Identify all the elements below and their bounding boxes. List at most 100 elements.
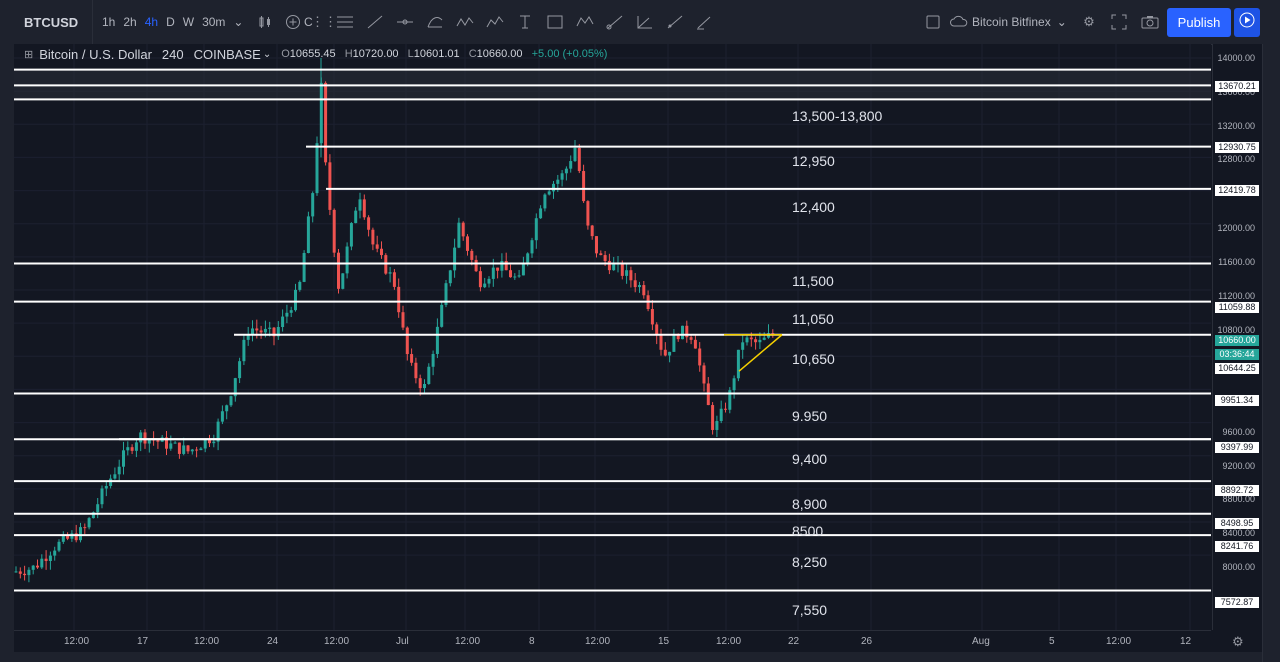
candle-body (61, 535, 65, 542)
candle-body (556, 179, 560, 184)
candle-body (521, 263, 525, 276)
price-tag: 9951.34 (1215, 395, 1259, 406)
time-tick: 5 (1049, 636, 1055, 647)
fullscreen-button[interactable] (1104, 0, 1134, 44)
interval-2h[interactable]: 2h (123, 15, 137, 29)
candle-body (749, 337, 753, 340)
chart-type-button[interactable] (250, 0, 280, 44)
measure-icon[interactable] (660, 7, 690, 37)
legend-exchange[interactable]: COINBASE (193, 46, 261, 62)
candle-body (337, 252, 340, 289)
close-key: C (468, 48, 477, 60)
time-axis[interactable]: 12:00 17 12:00 24 12:00 Jul 12:00 8 12:0… (14, 630, 1244, 653)
open-key: O (281, 48, 290, 60)
horizontal-lines-icon[interactable] (330, 7, 360, 37)
candle-body (599, 253, 603, 256)
candle-body (298, 281, 302, 290)
interval-w[interactable]: W (182, 15, 195, 29)
time-tick: 17 (137, 636, 149, 647)
path-icon[interactable] (570, 7, 600, 37)
level-label-12400[interactable]: 12,400 (792, 199, 835, 215)
candle-body (539, 208, 543, 219)
pattern-icon[interactable] (450, 7, 480, 37)
interval-4h[interactable]: 4h (144, 15, 159, 29)
candle-body (612, 263, 616, 271)
high-value: 10720.00 (352, 48, 399, 60)
candle-body (122, 450, 125, 467)
candle-body (294, 289, 297, 311)
countdown-tag: 03:36:44 (1215, 349, 1259, 360)
interval-d[interactable]: D (166, 15, 175, 29)
candle-body (543, 194, 547, 209)
chart-pane[interactable] (14, 44, 1211, 630)
candle-body (431, 353, 435, 367)
publish-label: Publish (1177, 15, 1221, 30)
snapshot-button[interactable] (1135, 0, 1165, 44)
candle-body (139, 432, 143, 443)
candle-body (367, 217, 371, 230)
toggle-panel-button[interactable] (918, 0, 948, 44)
time-tick: Jul (396, 636, 409, 647)
candle-body (401, 312, 405, 328)
candle-body (57, 541, 61, 551)
candle-body (427, 366, 431, 384)
play-button[interactable] (1234, 8, 1260, 37)
elliott-wave-icon[interactable] (480, 7, 510, 37)
candle-body (513, 276, 517, 278)
time-tick: 12:00 (194, 636, 220, 647)
candle-body (440, 304, 444, 327)
interval-30m[interactable]: 30m (202, 15, 226, 29)
brush-icon[interactable] (600, 7, 630, 37)
candle-body (220, 411, 224, 422)
candle-body (285, 312, 289, 317)
collapse-legend-icon[interactable]: ⊞ (24, 48, 34, 61)
candle-body (689, 337, 693, 340)
level-label-12950[interactable]: 12,950 (792, 153, 835, 169)
price-tag: 12930.75 (1215, 142, 1259, 153)
interval-1h[interactable]: 1h (102, 15, 116, 29)
level-label-9400[interactable]: 9,400 (792, 451, 828, 467)
exchange-selector[interactable]: Bitcoin Bitfinex ⌄ (950, 10, 1067, 34)
candle-body (14, 571, 18, 573)
level-label-8900[interactable]: 8,900 (792, 496, 828, 512)
symbol-search[interactable]: BTCUSD (14, 0, 93, 44)
level-label-11500[interactable]: 11,500 (792, 273, 834, 289)
candle-body (758, 339, 762, 343)
candle-body (332, 209, 336, 253)
price-axis[interactable]: 14000.00 13600.00 13200.00 12800.00 1200… (1212, 44, 1263, 630)
level-label-11050[interactable]: 11,050 (792, 311, 834, 327)
angle-icon[interactable] (630, 7, 660, 37)
axis-settings-icon[interactable]: ⚙ (1232, 634, 1244, 649)
candle-body (655, 324, 659, 336)
candle-body (156, 440, 160, 442)
low-value: 10601.01 (413, 48, 460, 60)
candle-body (345, 246, 349, 274)
pencil-icon[interactable] (690, 7, 720, 37)
level-label-13500[interactable]: 13,500-13,800 (792, 108, 883, 124)
text-tool-icon[interactable] (510, 7, 540, 37)
chevron-down-icon[interactable]: ⌄ (233, 15, 244, 29)
candle-body (577, 147, 581, 172)
level-label-9950[interactable]: 9.950 (792, 408, 828, 424)
level-label-8250[interactable]: 8,250 (792, 554, 828, 570)
candle-body (517, 275, 521, 277)
candlestick-chart[interactable] (14, 44, 1211, 630)
candle-body (547, 191, 551, 195)
price-tag: 8241.76 (1215, 541, 1259, 552)
drag-handle-icon[interactable]: ⋮⋮ (311, 14, 337, 29)
candle-body (203, 439, 207, 449)
compare-button[interactable]: C (282, 0, 313, 44)
publish-button[interactable]: Publish (1167, 8, 1231, 37)
trend-line-icon[interactable] (360, 7, 390, 37)
candle-body (53, 550, 57, 556)
pitchfork-icon[interactable] (420, 7, 450, 37)
settings-button[interactable]: ⚙ (1074, 0, 1104, 44)
level-label-7550[interactable]: 7,550 (792, 602, 828, 618)
rectangle-icon[interactable] (540, 7, 570, 37)
level-label-8500[interactable]: 8500 (792, 523, 824, 539)
level-label-10650[interactable]: 10,650 (792, 351, 835, 367)
candle-body (238, 361, 242, 379)
candle-body (341, 273, 345, 289)
horizontal-ray-icon[interactable] (390, 7, 420, 37)
price-tag: 13670.21 (1215, 81, 1259, 92)
